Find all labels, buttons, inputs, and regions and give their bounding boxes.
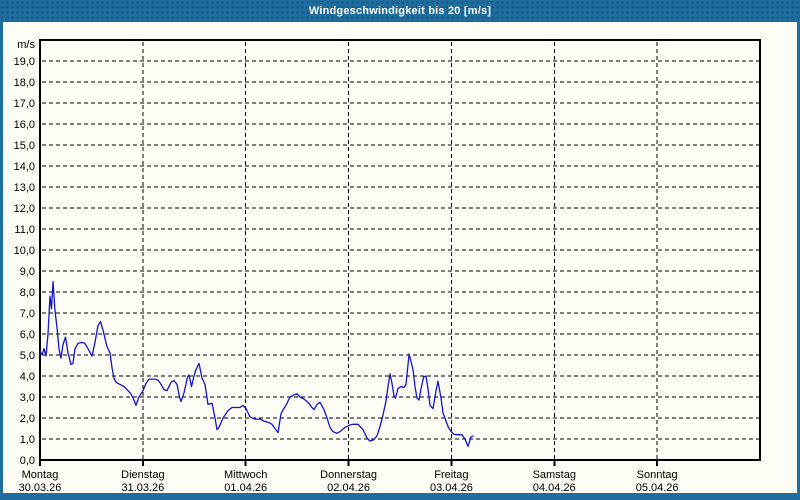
y-tick-label: 4,0 xyxy=(20,371,35,383)
y-tick-label: 1,0 xyxy=(20,434,35,446)
x-day-label: Montag xyxy=(22,469,59,481)
x-date-label: 30.03.26 xyxy=(19,482,62,494)
y-tick-label: 2,0 xyxy=(20,413,35,425)
x-date-label: 03.04.26 xyxy=(430,482,473,494)
window-border-bottom xyxy=(0,493,800,500)
y-tick-label: 5,0 xyxy=(20,350,35,362)
window-title: Windgeschwindigkeit bis 20 [m/s] xyxy=(308,5,492,17)
title-bar: Windgeschwindigkeit bis 20 [m/s] xyxy=(0,0,800,22)
x-date-label: 01.04.26 xyxy=(224,482,267,494)
y-tick-label: 7,0 xyxy=(20,308,35,320)
y-tick-label: 18,0 xyxy=(14,77,35,89)
window-border-right xyxy=(797,22,800,493)
y-tick-label: 12,0 xyxy=(14,203,35,215)
y-tick-label: 16,0 xyxy=(14,119,35,131)
y-tick-label: 9,0 xyxy=(20,266,35,278)
x-date-label: 04.04.26 xyxy=(533,482,576,494)
window-border-left xyxy=(0,22,3,493)
y-tick-label: 6,0 xyxy=(20,329,35,341)
wind-speed-line xyxy=(39,280,474,448)
x-day-label: Dienstag xyxy=(121,469,164,481)
y-tick-label: 10,0 xyxy=(14,245,35,257)
y-tick-label: 17,0 xyxy=(14,98,35,110)
y-tick-label: 8,0 xyxy=(20,287,35,299)
y-tick-label: 3,0 xyxy=(20,392,35,404)
y-tick-label: 0,0 xyxy=(20,455,35,467)
data-series xyxy=(39,280,474,448)
gridlines xyxy=(42,42,759,459)
y-tick-label: 15,0 xyxy=(14,140,35,152)
plot-border xyxy=(39,39,761,461)
x-day-label: Donnerstag xyxy=(320,469,377,481)
x-date-label: 02.04.26 xyxy=(327,482,370,494)
x-day-label: Mittwoch xyxy=(224,469,267,481)
y-tick-label: 19,0 xyxy=(14,56,35,68)
x-date-label: 31.03.26 xyxy=(121,482,164,494)
x-date-label: 05.04.26 xyxy=(636,482,679,494)
x-day-label: Sonntag xyxy=(637,469,678,481)
y-tick-label: 14,0 xyxy=(14,161,35,173)
y-axis-labels: 0,0 1,0 2,0 3,0 4,0 5,0 6,0 7,0 8,0 9,0 10,0 11,0 12… xyxy=(14,39,36,467)
y-unit-label: m/s xyxy=(17,39,35,51)
y-tick-label: 11,0 xyxy=(14,224,35,236)
axes xyxy=(39,39,761,466)
x-day-label: Samstag xyxy=(533,469,576,481)
x-day-label: Freitag xyxy=(434,469,468,481)
y-tick-label: 13,0 xyxy=(14,182,35,194)
